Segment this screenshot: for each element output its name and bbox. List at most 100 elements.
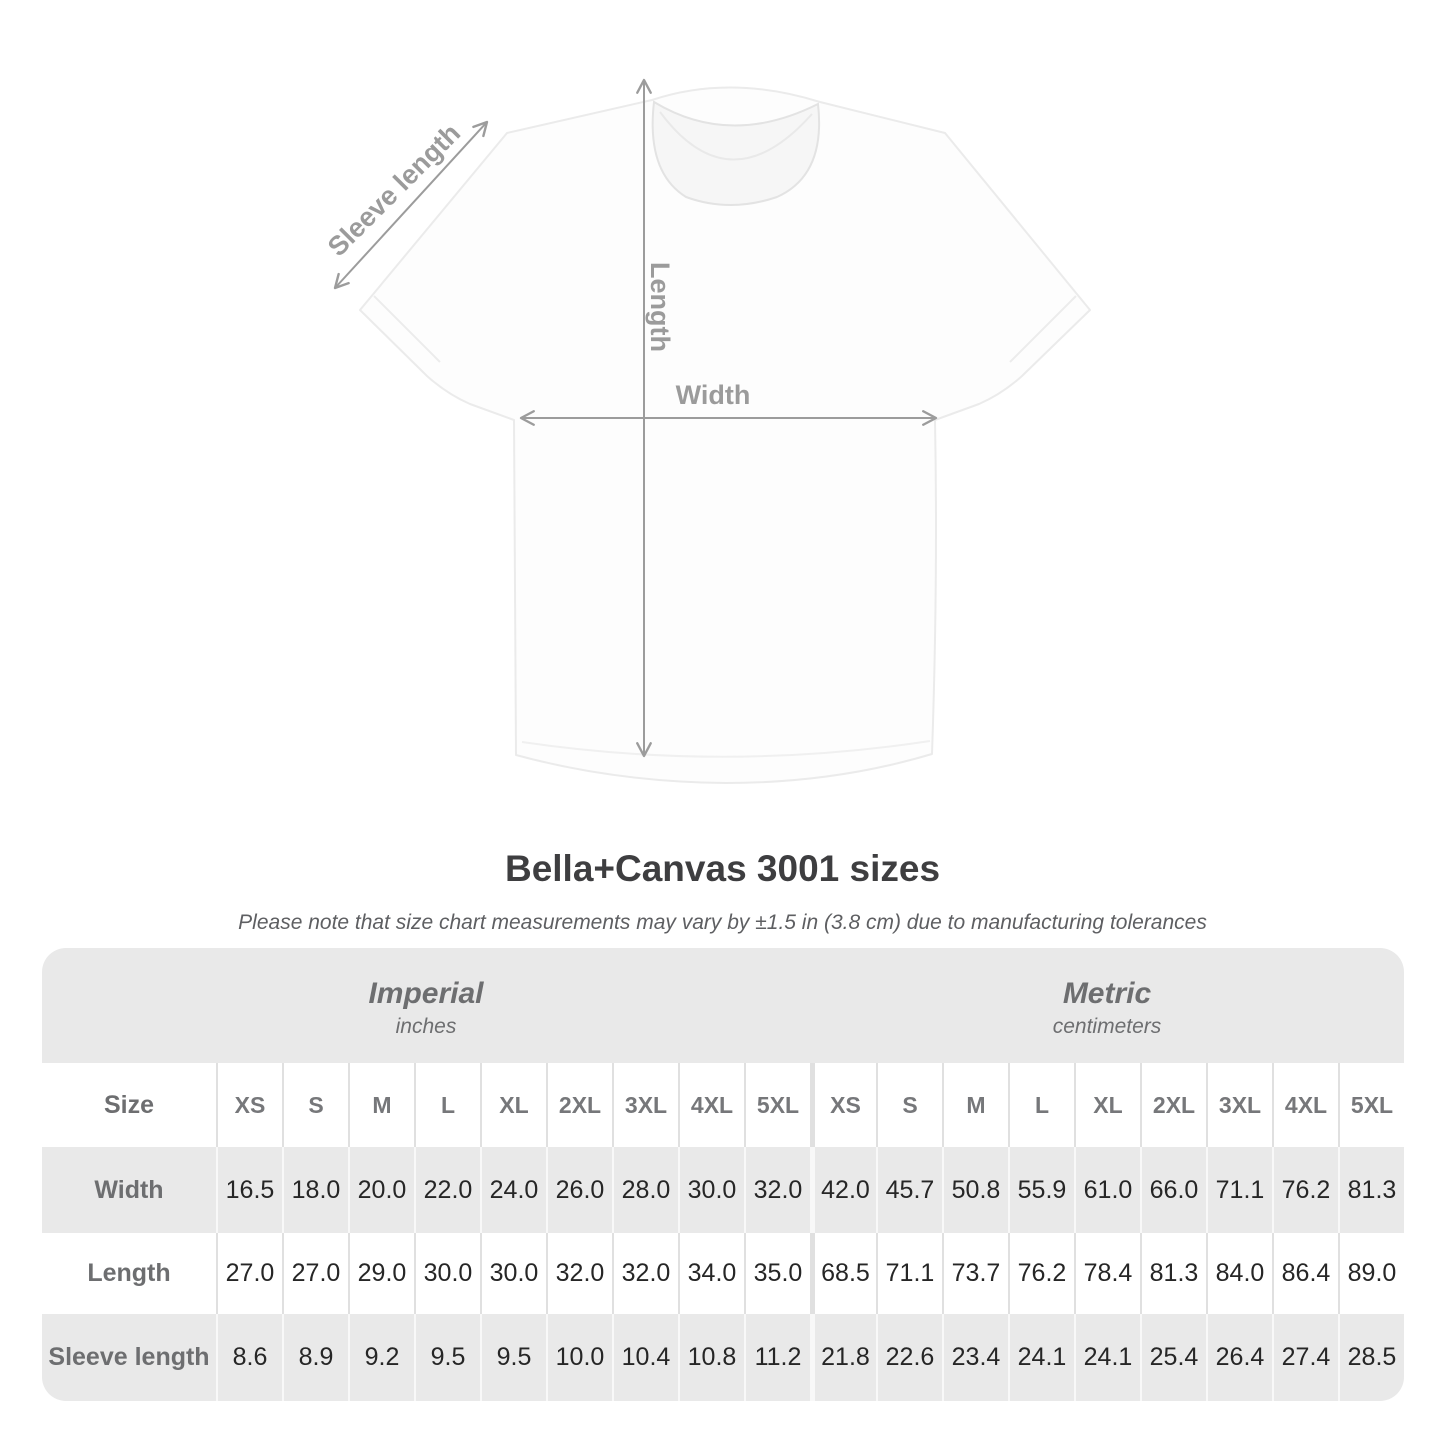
value-metric-3xl: 84.0: [1206, 1233, 1272, 1314]
metric-unit-header: Metric centimeters: [810, 948, 1404, 1063]
value-imperial-l: 9.5: [414, 1314, 480, 1401]
value-imperial-s: 8.9: [282, 1314, 348, 1401]
value-imperial-2xl: 10.0: [546, 1314, 612, 1401]
value-imperial-4xl: 10.8: [678, 1314, 744, 1401]
table-row-sleeve-length: Sleeve length 8.6 8.9 9.2 9.5 9.5 10.0 10.4 10.8…: [42, 1314, 1404, 1401]
value-metric-xl: 78.4: [1074, 1233, 1140, 1314]
size-col-metric-m: M: [942, 1063, 1008, 1147]
value-imperial-xs: 8.6: [216, 1314, 282, 1401]
value-metric-5xl: 28.5: [1338, 1314, 1404, 1401]
size-col-metric-2xl: 2XL: [1140, 1063, 1206, 1147]
value-metric-s: 45.7: [876, 1147, 942, 1233]
width-arrow-label: Width: [676, 380, 751, 410]
value-imperial-m: 20.0: [348, 1147, 414, 1233]
size-header-row: Size XS S M L XL 2XL 3XL 4XL 5XL XS S M L XL 2XL 3XL 4XL…: [42, 1063, 1404, 1147]
value-imperial-3xl: 28.0: [612, 1147, 678, 1233]
size-col-imperial-l: L: [414, 1063, 480, 1147]
size-col-imperial-5xl: 5XL: [744, 1063, 810, 1147]
length-arrow-label: Length: [645, 262, 675, 352]
value-metric-3xl: 26.4: [1206, 1314, 1272, 1401]
value-metric-s: 22.6: [876, 1314, 942, 1401]
tshirt-graphic: [359, 86, 1091, 784]
value-metric-2xl: 66.0: [1140, 1147, 1206, 1233]
size-col-metric-xl: XL: [1074, 1063, 1140, 1147]
value-imperial-2xl: 26.0: [546, 1147, 612, 1233]
tshirt-left-cuff-seam: [373, 295, 441, 363]
value-imperial-4xl: 34.0: [678, 1233, 744, 1314]
size-chart-table: Imperial inches Metric centimeters Size …: [42, 948, 1404, 1401]
value-metric-4xl: 86.4: [1272, 1233, 1338, 1314]
units-band: Imperial inches Metric centimeters: [42, 948, 1404, 1063]
value-imperial-m: 29.0: [348, 1233, 414, 1314]
row-label: Width: [94, 1175, 164, 1204]
value-metric-l: 76.2: [1008, 1233, 1074, 1314]
size-col-metric-4xl: 4XL: [1272, 1063, 1338, 1147]
value-imperial-xl: 30.0: [480, 1233, 546, 1314]
measurement-rows: Width 16.5 18.0 20.0 22.0 24.0 26.0 28.0 30.0 32.…: [42, 1147, 1404, 1401]
value-metric-l: 24.1: [1008, 1314, 1074, 1401]
size-col-imperial-2xl: 2XL: [546, 1063, 612, 1147]
imperial-unit-header: Imperial inches: [42, 948, 810, 1063]
size-col-imperial-xs: XS: [216, 1063, 282, 1147]
value-imperial-5xl: 35.0: [744, 1233, 810, 1314]
value-metric-xs: 68.5: [810, 1233, 876, 1314]
tshirt-hem-seam: [521, 740, 931, 758]
value-imperial-s: 18.0: [282, 1147, 348, 1233]
value-metric-xs: 42.0: [810, 1147, 876, 1233]
imperial-unit-subtitle: inches: [395, 1014, 457, 1038]
value-imperial-2xl: 32.0: [546, 1233, 612, 1314]
value-imperial-3xl: 10.4: [612, 1314, 678, 1401]
size-col-imperial-4xl: 4XL: [678, 1063, 744, 1147]
table-row-width: Width 16.5 18.0 20.0 22.0 24.0 26.0 28.0 30.0 32.…: [42, 1147, 1404, 1233]
metric-unit-title: Metric: [1062, 977, 1152, 1011]
value-metric-s: 71.1: [876, 1233, 942, 1314]
imperial-unit-title: Imperial: [368, 977, 484, 1011]
value-metric-l: 55.9: [1008, 1147, 1074, 1233]
tshirt-measurement-diagram: Width Length Sleeve length: [322, 78, 1091, 784]
value-imperial-xl: 9.5: [480, 1314, 546, 1401]
value-metric-2xl: 25.4: [1140, 1314, 1206, 1401]
size-col-metric-l: L: [1008, 1063, 1074, 1147]
tolerance-note: Please note that size chart measurements…: [238, 911, 1207, 934]
page-title: Bella+Canvas 3001 sizes: [504, 848, 941, 889]
value-metric-xl: 61.0: [1074, 1147, 1140, 1233]
size-col-imperial-xl: XL: [480, 1063, 546, 1147]
value-imperial-3xl: 32.0: [612, 1233, 678, 1314]
size-col-imperial-s: S: [282, 1063, 348, 1147]
value-imperial-xs: 27.0: [216, 1233, 282, 1314]
value-imperial-m: 9.2: [348, 1314, 414, 1401]
size-header-label: Size: [103, 1090, 155, 1119]
value-imperial-l: 30.0: [414, 1233, 480, 1314]
metric-unit-subtitle: centimeters: [1052, 1014, 1162, 1038]
value-imperial-5xl: 11.2: [744, 1314, 810, 1401]
value-metric-m: 23.4: [942, 1314, 1008, 1401]
value-metric-2xl: 81.3: [1140, 1233, 1206, 1314]
tshirt-collar: [651, 100, 821, 206]
value-imperial-4xl: 30.0: [678, 1147, 744, 1233]
value-metric-xl: 24.1: [1074, 1314, 1140, 1401]
sleeve-length-arrow: [333, 120, 489, 290]
row-label: Sleeve length: [48, 1343, 210, 1371]
size-col-metric-3xl: 3XL: [1206, 1063, 1272, 1147]
value-imperial-xs: 16.5: [216, 1147, 282, 1233]
tshirt-right-cuff-seam: [1009, 295, 1077, 363]
value-metric-5xl: 89.0: [1338, 1233, 1404, 1314]
value-imperial-5xl: 32.0: [744, 1147, 810, 1233]
value-imperial-xl: 24.0: [480, 1147, 546, 1233]
value-metric-4xl: 27.4: [1272, 1314, 1338, 1401]
value-metric-3xl: 71.1: [1206, 1147, 1272, 1233]
size-col-imperial-3xl: 3XL: [612, 1063, 678, 1147]
value-metric-4xl: 76.2: [1272, 1147, 1338, 1233]
size-col-imperial-m: M: [348, 1063, 414, 1147]
value-metric-5xl: 81.3: [1338, 1147, 1404, 1233]
size-col-metric-5xl: 5XL: [1338, 1063, 1404, 1147]
row-label: Length: [87, 1259, 171, 1287]
table-row-length: Length 27.0 27.0 29.0 30.0 30.0 32.0 32.0 34.0 35…: [42, 1233, 1404, 1314]
size-col-metric-xs: XS: [810, 1063, 876, 1147]
value-metric-m: 73.7: [942, 1233, 1008, 1314]
value-imperial-s: 27.0: [282, 1233, 348, 1314]
value-metric-xs: 21.8: [810, 1314, 876, 1401]
tshirt-collar-seam: [659, 111, 813, 161]
size-col-metric-s: S: [876, 1063, 942, 1147]
